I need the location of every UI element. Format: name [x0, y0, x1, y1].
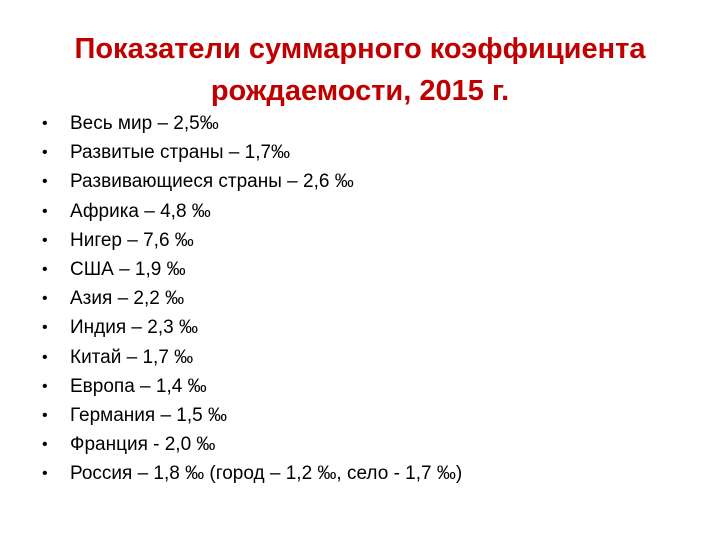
- slide-title-line-2: рождаемости, 2015 г.: [210, 75, 510, 107]
- list-item-text: Германия – 1,5 ‰: [70, 404, 227, 426]
- list-item-text: Весь мир – 2,5‰: [70, 113, 219, 134]
- list-item: • Развитые страны – 1,7‰: [40, 138, 462, 167]
- list-item: • Россия – 1,8 ‰ (город – 1,2 ‰, село - 1…: [40, 459, 462, 488]
- bullet-icon: •: [42, 290, 48, 308]
- slide-title-line-1: Показатели суммарного коэффициента: [74, 33, 646, 65]
- bullet-icon: •: [42, 377, 48, 395]
- list-item-text: Развивающиеся страны – 2,6 ‰: [70, 171, 354, 193]
- list-item-text: Франция - 2,0 ‰: [70, 434, 216, 456]
- bullet-icon: •: [42, 231, 48, 249]
- list-item: • США – 1,9 ‰: [40, 255, 462, 284]
- bullet-icon: •: [42, 115, 48, 132]
- bullet-icon: •: [42, 144, 48, 162]
- list-item: • Европа – 1,4 ‰: [40, 372, 462, 401]
- slide-title: Показатели суммарного коэффициента рожда…: [20, 28, 700, 112]
- list-item: • Китай – 1,7 ‰: [40, 343, 462, 372]
- list-item-text: Нигер – 7,6 ‰: [70, 229, 194, 251]
- list-item: • Франция - 2,0 ‰: [40, 430, 462, 459]
- bullet-icon: •: [42, 406, 48, 424]
- bullet-icon: •: [42, 260, 48, 278]
- list-item-text: Россия – 1,8 ‰ (город – 1,2 ‰, село - 1,…: [70, 463, 463, 485]
- bullet-icon: •: [42, 465, 48, 483]
- list-item: • Германия – 1,5 ‰: [40, 401, 462, 430]
- list-item-text: Азия – 2,2 ‰: [70, 288, 185, 310]
- bullet-icon: •: [42, 173, 48, 191]
- list-item-text: Европа – 1,4 ‰: [70, 375, 207, 397]
- bullet-icon: •: [42, 436, 48, 454]
- list-item-text: Китай – 1,7 ‰: [70, 346, 194, 368]
- bullet-list: • Весь мир – 2,5‰ • Развитые страны – 1,7‰…: [40, 109, 462, 488]
- list-item: • Африка – 4,8 ‰: [40, 197, 462, 226]
- bullet-icon: •: [42, 348, 48, 366]
- bullet-icon: •: [42, 319, 48, 337]
- list-item: • Нигер – 7,6 ‰: [40, 226, 462, 255]
- list-item-text: Африка – 4,8 ‰: [70, 200, 211, 222]
- list-item-text: США – 1,9 ‰: [70, 258, 186, 280]
- list-item: • Весь мир – 2,5‰: [40, 109, 462, 138]
- list-item: • Индия – 2,3 ‰: [40, 313, 462, 342]
- bullet-icon: •: [42, 202, 48, 220]
- list-item-text: Индия – 2,3 ‰: [70, 317, 198, 339]
- list-item-text: Развитые страны – 1,7‰: [70, 142, 291, 164]
- list-item: • Азия – 2,2 ‰: [40, 284, 462, 313]
- list-item: • Развивающиеся страны – 2,6 ‰: [40, 167, 462, 196]
